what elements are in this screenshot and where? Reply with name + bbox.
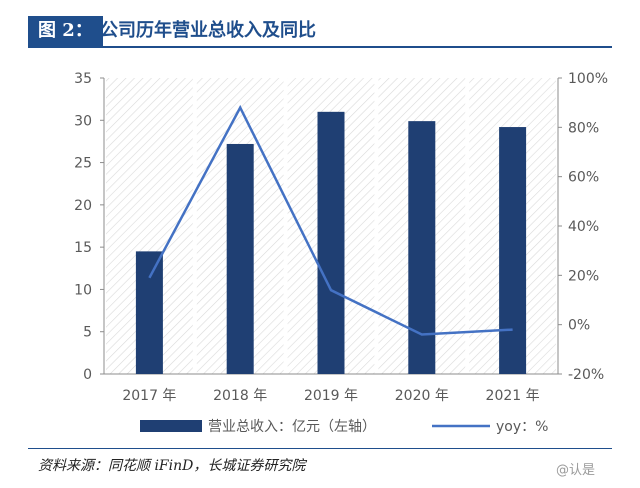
category-label: 2021 年: [486, 388, 540, 404]
left-tick-label: 25: [74, 156, 92, 172]
legend-line-label: yoy：%: [496, 419, 548, 435]
left-tick-label: 35: [74, 71, 92, 87]
category-label: 2020 年: [395, 388, 449, 404]
revenue-bar: [408, 121, 436, 374]
legend-bar-swatch: [140, 420, 202, 432]
category-label: 2018 年: [213, 388, 267, 404]
left-tick-label: 5: [83, 325, 92, 341]
bottom-rule: [28, 448, 612, 449]
left-tick-label: 0: [83, 367, 92, 383]
left-tick-label: 30: [74, 113, 92, 129]
figure-title: 公司历年营业总收入及同比: [100, 20, 316, 41]
right-tick-label: -20%: [568, 367, 604, 383]
category-label: 2019 年: [304, 388, 358, 404]
right-tick-label: 0%: [568, 318, 590, 334]
left-tick-label: 10: [74, 282, 92, 298]
right-tick-label: 100%: [568, 71, 608, 87]
revenue-bar: [317, 111, 345, 374]
category-label: 2017 年: [122, 388, 176, 404]
watermark: @认是: [556, 463, 596, 478]
left-tick-label: 15: [74, 240, 92, 256]
revenue-bar: [135, 251, 163, 374]
right-tick-label: 60%: [568, 170, 599, 186]
legend-bar-label: 营业总收入：亿元（左轴）: [208, 419, 376, 435]
figure-header: 图 2： 公司历年营业总收入及同比: [28, 16, 612, 48]
right-tick-label: 40%: [568, 219, 599, 235]
revenue-bar: [226, 143, 254, 374]
right-tick-label: 20%: [568, 268, 599, 284]
left-tick-label: 20: [74, 198, 92, 214]
figure-number: 图 2：: [28, 16, 103, 46]
right-tick-label: 80%: [568, 120, 599, 136]
source-note: 资料来源：同花顺 iFinD，长城证券研究院: [38, 458, 306, 474]
revenue-bar: [499, 127, 527, 375]
